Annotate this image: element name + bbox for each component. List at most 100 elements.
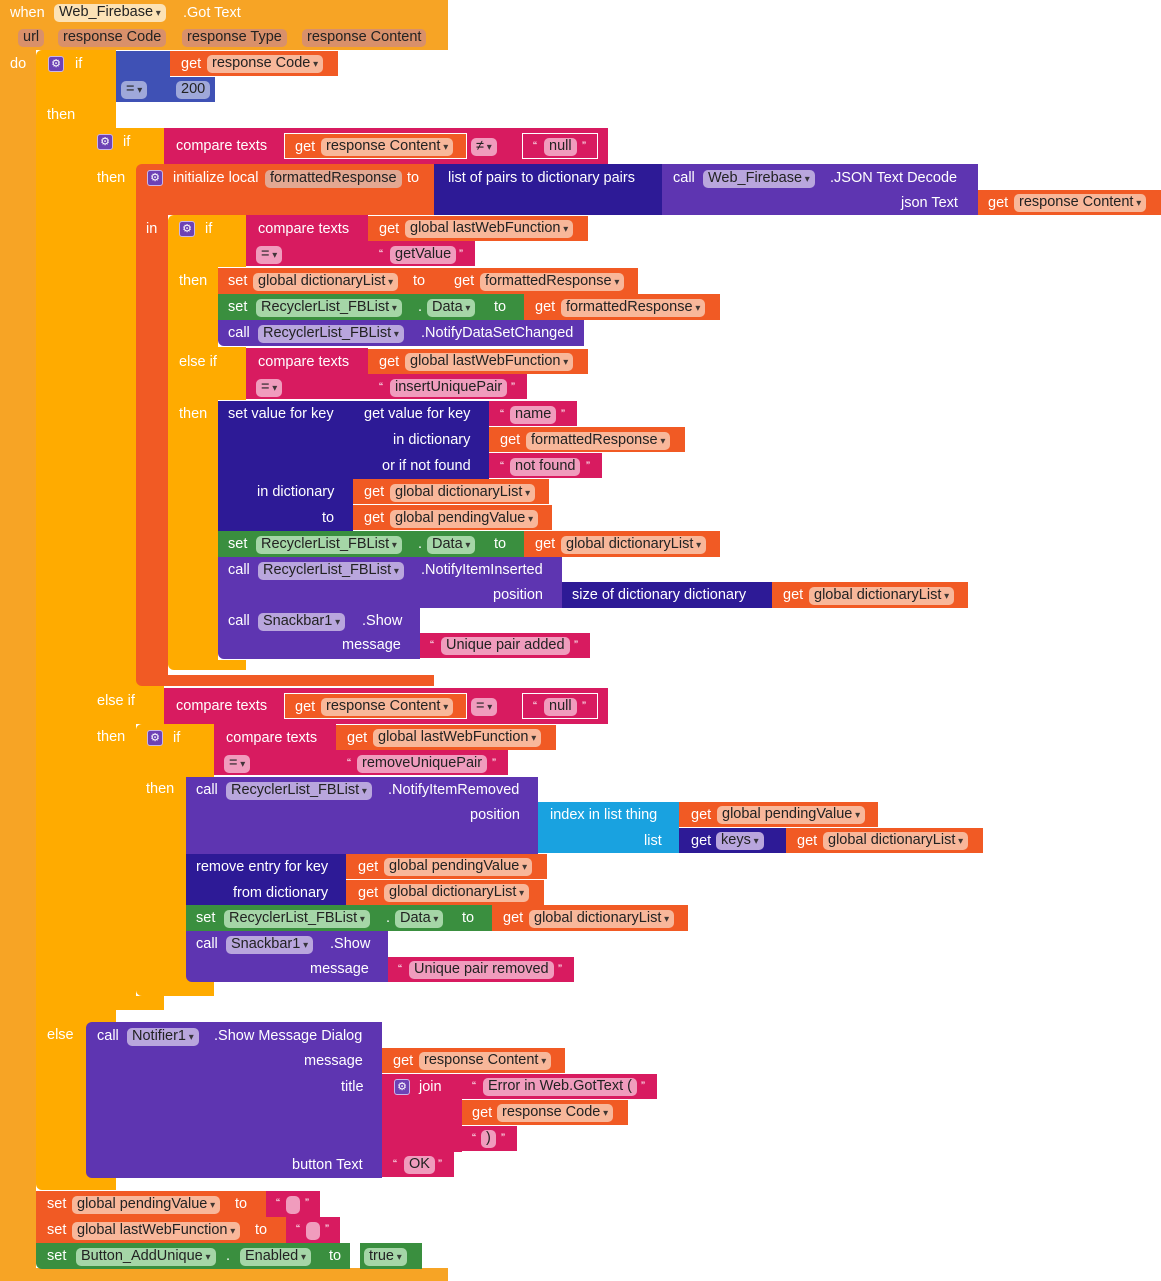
text-value-null[interactable]: null [544, 138, 577, 156]
var-dropdown-pending-value[interactable]: global pendingValue [390, 510, 539, 528]
text-value-unique-pair-removed[interactable]: Unique pair removed [409, 961, 554, 979]
var-dropdown-pending-value[interactable]: global pendingValue [717, 806, 866, 824]
var-dropdown-formatted-response[interactable]: formattedResponse [480, 273, 625, 291]
list-of-pairs-to-dictionary-block[interactable] [434, 164, 662, 215]
component-dropdown-recycler[interactable]: RecyclerList_FBList [226, 782, 372, 800]
get-label: get [295, 139, 316, 155]
var-dropdown-response-content[interactable]: response Content [1014, 194, 1147, 212]
component-dropdown-web-firebase[interactable]: Web_Firebase [703, 170, 815, 188]
component-dropdown-recycler[interactable]: RecyclerList_FBList [256, 536, 402, 554]
gear-icon[interactable]: ⚙ [147, 730, 163, 746]
property-dropdown-enabled[interactable]: Enabled [240, 1248, 312, 1266]
var-dropdown-response-code[interactable]: response Code [497, 1104, 614, 1122]
show-label: .Show [362, 613, 403, 629]
gear-icon[interactable]: ⚙ [48, 56, 64, 72]
var-dropdown-last-web-function[interactable]: global lastWebFunction [373, 729, 542, 747]
text-value-error-title[interactable]: Error in Web.GotText ( [483, 1078, 637, 1096]
size-of-dictionary-block[interactable] [562, 582, 772, 608]
component-dropdown-snackbar[interactable]: Snackbar1 [226, 936, 314, 954]
param-response-code[interactable]: response Code [58, 29, 167, 47]
component-dropdown-button[interactable]: Button_AddUnique [76, 1248, 216, 1266]
text-value-not-found[interactable]: not found [510, 458, 581, 476]
var-dropdown-dictionary-list[interactable]: global dictionaryList [390, 484, 536, 502]
gear-icon[interactable]: ⚙ [147, 170, 163, 186]
open-quote: “ [276, 1196, 280, 1210]
text-value-remove-unique-pair[interactable]: removeUniquePair [357, 755, 488, 773]
text-value-null[interactable]: null [544, 698, 577, 716]
index-in-list-block[interactable] [538, 802, 679, 853]
dict-dropdown-keys[interactable]: keys [716, 832, 764, 850]
get-label: get [691, 807, 712, 823]
get-value-for-key-block[interactable] [353, 401, 489, 479]
var-dropdown-dictionary-list[interactable]: global dictionaryList [809, 587, 955, 605]
text-value-get-value[interactable]: getValue [390, 246, 457, 264]
var-dropdown-response-content[interactable]: response Content [419, 1052, 552, 1070]
notify-item-inserted-label: .NotifyItemInserted [421, 562, 543, 578]
gear-icon[interactable]: ⚙ [179, 221, 195, 237]
local-var-name-formatted-response[interactable]: formattedResponse [265, 170, 402, 188]
compare-texts-label: compare texts [258, 221, 350, 237]
var-dropdown-response-content[interactable]: response Content [321, 138, 454, 156]
if-label: if [205, 221, 213, 237]
message-label: message [304, 1053, 363, 1069]
text-value-insert-unique-pair[interactable]: insertUniquePair [390, 379, 508, 397]
var-dropdown-dictionary-list[interactable]: global dictionaryList [823, 832, 969, 850]
text-value-ok[interactable]: OK [404, 1156, 435, 1174]
component-dropdown-recycler[interactable]: RecyclerList_FBList [258, 325, 404, 343]
property-dropdown-data[interactable]: Data [395, 910, 444, 928]
close-quote: ” [558, 962, 562, 976]
var-dropdown-pending-value[interactable]: global pendingValue [384, 858, 533, 876]
param-response-type[interactable]: response Type [182, 29, 287, 47]
var-dropdown-pending-value[interactable]: global pendingValue [72, 1196, 221, 1214]
get-label: get [295, 699, 316, 715]
property-dropdown-data[interactable]: Data [427, 536, 476, 554]
close-quote: ” [641, 1079, 645, 1093]
param-response-content[interactable]: response Content [302, 29, 427, 47]
var-dropdown-dictionary-list[interactable]: global dictionaryList [253, 273, 399, 291]
number-200[interactable]: 200 [176, 81, 211, 99]
var-dropdown-response-content[interactable]: response Content [321, 698, 454, 716]
text-value-close-paren[interactable]: ) [481, 1130, 496, 1148]
var-dropdown-formatted-response[interactable]: formattedResponse [561, 299, 706, 317]
component-dropdown-snackbar[interactable]: Snackbar1 [258, 613, 346, 631]
text-value-empty[interactable] [286, 1196, 300, 1214]
to-label: to [322, 510, 335, 526]
get-label: get [797, 833, 818, 849]
component-dropdown-notifier[interactable]: Notifier1 [127, 1028, 199, 1046]
var-dropdown-dictionary-list[interactable]: global dictionaryList [561, 536, 707, 554]
var-dropdown-last-web-function[interactable]: global lastWebFunction [72, 1222, 241, 1240]
var-dropdown-last-web-function[interactable]: global lastWebFunction [405, 220, 574, 238]
text-value-name[interactable]: name [510, 406, 557, 424]
get-label: get [454, 273, 475, 289]
remove-entry-for-key-block[interactable] [186, 854, 346, 905]
param-url[interactable]: url [18, 29, 45, 47]
var-dropdown-response-code[interactable]: response Code [207, 55, 324, 73]
if-label: if [123, 134, 131, 150]
operator-dropdown-neq[interactable]: ≠ [471, 138, 497, 156]
to-label: to [329, 1248, 342, 1264]
var-dropdown-dictionary-list[interactable]: global dictionaryList [529, 910, 675, 928]
operator-dropdown-eq[interactable]: = [224, 755, 251, 773]
get-label: get [379, 354, 400, 370]
close-quote: ” [561, 407, 565, 421]
var-dropdown-dictionary-list[interactable]: global dictionaryList [384, 884, 530, 902]
component-dropdown-recycler[interactable]: RecyclerList_FBList [224, 910, 370, 928]
operator-dropdown-eq[interactable]: = [256, 246, 283, 264]
var-dropdown-last-web-function[interactable]: global lastWebFunction [405, 353, 574, 371]
component-dropdown-web-firebase[interactable]: Web_Firebase [54, 4, 166, 22]
text-value-unique-pair-added[interactable]: Unique pair added [441, 637, 570, 655]
var-dropdown-formatted-response[interactable]: formattedResponse [526, 432, 671, 450]
gear-icon[interactable]: ⚙ [97, 134, 113, 150]
operator-dropdown-eq[interactable]: = [121, 81, 148, 99]
set-value-for-key-block[interactable] [218, 401, 353, 531]
logic-dropdown-true[interactable]: true [364, 1248, 407, 1266]
text-value-empty[interactable] [306, 1222, 320, 1240]
set-label: set [228, 299, 248, 315]
component-dropdown-recycler[interactable]: RecyclerList_FBList [258, 562, 404, 580]
call-show-message-dialog-block[interactable] [86, 1022, 382, 1178]
gear-icon[interactable]: ⚙ [394, 1079, 410, 1095]
operator-dropdown-eq[interactable]: = [256, 379, 283, 397]
property-dropdown-data[interactable]: Data [427, 299, 476, 317]
component-dropdown-recycler[interactable]: RecyclerList_FBList [256, 299, 402, 317]
operator-dropdown-eq[interactable]: = [471, 698, 498, 716]
